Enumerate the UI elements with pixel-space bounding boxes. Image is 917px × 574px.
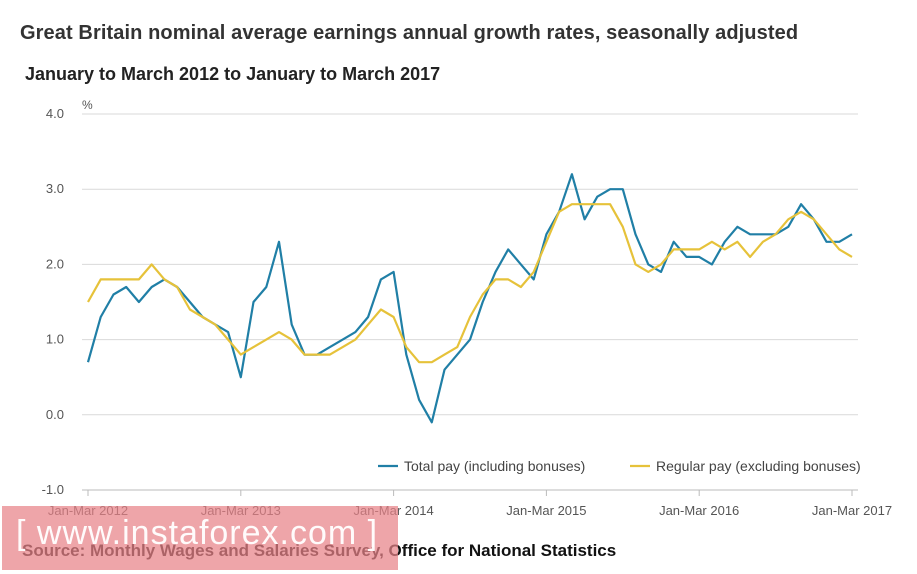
watermark-banner <box>2 506 398 570</box>
y-tick-label: 3.0 <box>46 181 64 196</box>
series-lines <box>86 173 853 424</box>
series-line-total-pay <box>86 173 853 424</box>
chart-title: Great Britain nominal average earnings a… <box>20 22 799 44</box>
y-tick-label: -1.0 <box>42 482 64 497</box>
chart-subtitle: January to March 2012 to January to Marc… <box>25 64 441 84</box>
legend-label: Total pay (including bonuses) <box>404 458 585 474</box>
y-tick-label: 0.0 <box>46 407 64 422</box>
legend: Total pay (including bonuses) Regular pay… <box>378 458 861 474</box>
x-tick-label: Jan-Mar 2015 <box>506 503 586 518</box>
series-line-regular-pay <box>87 203 853 364</box>
x-tick-label: Jan-Mar 2017 <box>812 503 892 518</box>
watermark-text: [ www.instaforex.com ] <box>16 514 379 552</box>
y-axis-label: % <box>82 98 93 112</box>
grid-lines <box>82 113 858 416</box>
y-tick-label: 2.0 <box>46 256 64 271</box>
x-tick-label: Jan-Mar 2016 <box>659 503 739 518</box>
y-tick-label: 4.0 <box>46 106 64 121</box>
y-axis: 4.0 3.0 2.0 1.0 0.0 -1.0 <box>42 106 64 497</box>
legend-label: Regular pay (excluding bonuses) <box>656 458 861 474</box>
y-tick-label: 1.0 <box>46 332 64 347</box>
